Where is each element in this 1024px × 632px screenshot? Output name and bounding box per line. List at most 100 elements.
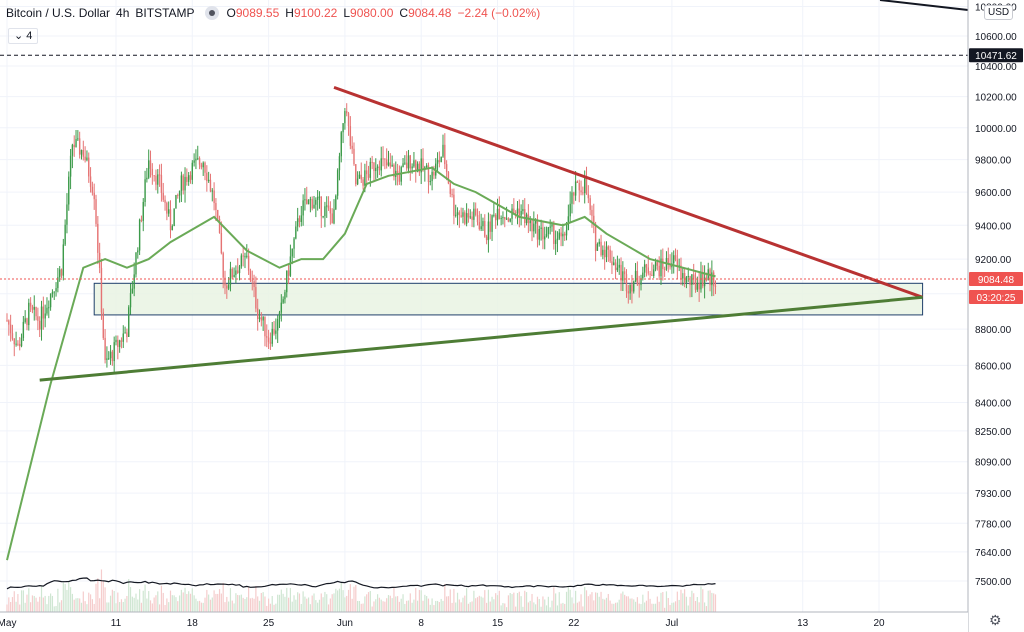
candle-body [609, 249, 611, 262]
volume-bar [171, 595, 173, 612]
volume-bar [358, 600, 361, 612]
candle-body [311, 199, 313, 209]
volume-bar [395, 596, 397, 612]
resistance-trendline[interactable] [333, 85, 924, 299]
candle-body [549, 226, 551, 228]
volume-bar [542, 596, 544, 612]
time-axis[interactable]: May 11 18 25 Jun 8 15 22 Jul 13 20 [0, 611, 968, 632]
candle-body [68, 176, 70, 205]
price-tick-label: 9600.00 [975, 188, 1012, 199]
high-price-label-text: 10471.62 [975, 51, 1017, 62]
eye-icon[interactable] [204, 5, 219, 20]
volume-bar [377, 594, 379, 612]
candle-body [108, 358, 110, 360]
volume-bar [91, 599, 93, 612]
volume-bar [10, 601, 12, 612]
candle-body [284, 292, 286, 300]
volume-bar [398, 601, 400, 612]
volume-bar [456, 592, 459, 612]
interval-label[interactable]: 4h [116, 6, 130, 20]
volume-bar [595, 592, 597, 612]
volume-bar [204, 597, 206, 612]
candle-body [69, 155, 72, 177]
volume-bar [451, 602, 453, 612]
candle-body [306, 199, 308, 205]
candle-body [438, 160, 441, 163]
volume-bar [671, 602, 673, 612]
volume-bar [527, 602, 529, 612]
volume-bar [533, 602, 535, 612]
support-trendline[interactable] [39, 295, 923, 382]
volume-bar [268, 598, 270, 612]
candle-body [456, 212, 459, 215]
candle-body [458, 212, 461, 216]
volume-bar [229, 588, 232, 612]
candle-body [487, 221, 490, 241]
candle-body [17, 343, 19, 345]
volume-bar [522, 606, 524, 612]
volume-bar [571, 597, 573, 612]
volume-bar [538, 599, 540, 612]
volume-bar [295, 599, 297, 612]
candle-body [120, 340, 123, 342]
volume-bar [473, 590, 475, 612]
price-axis[interactable]: 10800.0010600.0010400.0010200.0010000.00… [967, 0, 1024, 632]
volume-bar [444, 583, 446, 612]
candle-body [346, 111, 348, 114]
candle-body [496, 208, 499, 221]
indicator-collapse-button[interactable]: ⌄ 4 [8, 28, 39, 44]
candle-body [694, 278, 697, 290]
volume-bar [289, 588, 291, 612]
volume-bar [104, 587, 106, 612]
volume-bar [605, 597, 608, 612]
volume-bar [329, 598, 331, 612]
candle-body [627, 291, 629, 294]
volume-bar [611, 603, 613, 612]
volume-bar [496, 595, 499, 612]
volume-bar [235, 593, 237, 612]
time-tick-label: 18 [187, 618, 199, 629]
candle-body [273, 328, 275, 334]
candle-body [687, 276, 689, 278]
volume-bar [248, 587, 250, 612]
volume-bar [700, 586, 702, 612]
candle-body [42, 306, 45, 319]
candle-body [11, 333, 14, 339]
volume-bar [369, 591, 371, 612]
volume-bar [95, 583, 97, 612]
volume-bar [593, 600, 595, 612]
volume-bar [244, 599, 246, 612]
candle-body [709, 269, 711, 286]
gear-icon[interactable]: ⚙ [989, 612, 1002, 628]
volume-bar [57, 588, 59, 612]
volume-bar [253, 598, 255, 612]
volume-bar [251, 597, 253, 612]
candle-body [625, 274, 628, 292]
candle-body [237, 270, 239, 274]
candle-body [551, 224, 553, 227]
volume-bar [515, 606, 517, 612]
candle-body [405, 162, 408, 169]
currency-badge[interactable]: USD [984, 5, 1014, 20]
volume-bar [180, 589, 182, 612]
candle-body [218, 219, 221, 233]
volume-bar [333, 593, 335, 612]
candle-body [464, 212, 466, 224]
candle-body [380, 158, 382, 171]
candle-body [224, 277, 226, 286]
candle-body [57, 277, 59, 289]
volume-bar [373, 601, 375, 612]
volume-bar [464, 595, 466, 612]
candle-body [335, 195, 337, 210]
candle-body [411, 166, 413, 169]
candle-body [413, 160, 415, 167]
volume-bar [306, 598, 308, 612]
candle-body [415, 160, 417, 172]
symbol-title[interactable]: Bitcoin / U.S. Dollar [6, 6, 111, 20]
ohlc-values: O9089.55 H9100.22 L9080.00 C9084.48 −2.24 (−… [226, 6, 541, 20]
candle-body [71, 144, 74, 156]
candle-body [106, 358, 108, 360]
volume-bar [42, 597, 44, 612]
candle-body [180, 175, 183, 191]
